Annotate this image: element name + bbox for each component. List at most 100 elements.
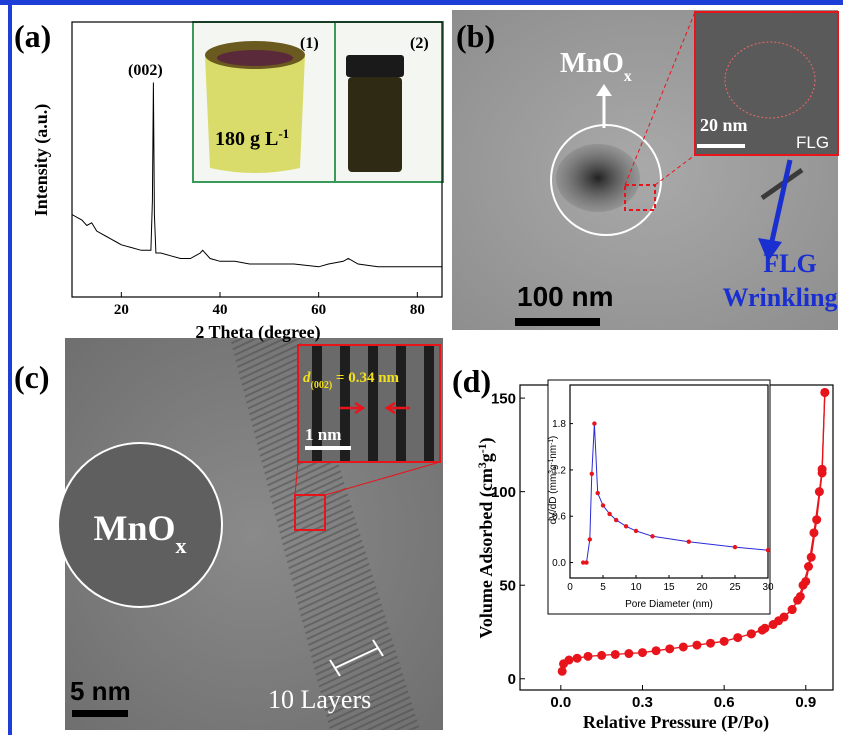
y-axis-label-part: ) bbox=[548, 436, 559, 439]
crucible-content bbox=[217, 50, 293, 66]
frame-top bbox=[0, 0, 843, 5]
photo-label: (1) bbox=[300, 35, 319, 52]
inset-photos: (1) (2) 180 g L-1 bbox=[193, 22, 443, 182]
wrinkling-label: Wrinkling bbox=[722, 283, 837, 312]
inset-scale: 1 nm bbox=[305, 425, 341, 444]
data-point bbox=[815, 487, 824, 496]
inset-frame bbox=[548, 380, 770, 614]
scale-label: 100 nm bbox=[517, 281, 614, 312]
y-axis-label-part: ) bbox=[476, 438, 497, 444]
x-axis-label: 2 Theta (degree) bbox=[195, 322, 320, 343]
x-tick-label: 0.9 bbox=[795, 694, 816, 711]
data-point bbox=[607, 512, 611, 516]
hrtem-image-c: MnOx d(002) = 0.34 nm 1 nm 10 Layers 5 n… bbox=[58, 338, 443, 730]
scale-bar bbox=[515, 318, 600, 326]
data-point bbox=[804, 562, 813, 571]
scale-bar bbox=[72, 710, 128, 717]
data-point bbox=[758, 626, 767, 635]
data-point bbox=[733, 545, 737, 549]
peak-annotation: (002) bbox=[128, 62, 163, 79]
wrinkling-label: FLG bbox=[763, 249, 816, 278]
y-axis-label-part: -1 bbox=[476, 443, 489, 453]
x-tick-label: 25 bbox=[729, 582, 741, 593]
mnox-sub: x bbox=[176, 533, 187, 558]
crucible bbox=[205, 55, 305, 173]
concentration-text: 180 g L bbox=[215, 128, 278, 150]
data-point bbox=[584, 560, 588, 564]
x-tick-label: 15 bbox=[663, 582, 675, 593]
panel-label: (c) bbox=[14, 359, 50, 395]
data-point bbox=[601, 503, 605, 507]
data-point bbox=[573, 654, 582, 663]
x-axis-label: Relative Pressure (P/Po) bbox=[583, 712, 769, 733]
data-point bbox=[793, 596, 802, 605]
data-point bbox=[564, 656, 573, 665]
data-point bbox=[665, 644, 674, 653]
photo-label: (2) bbox=[410, 35, 429, 52]
inset-scale-bar bbox=[305, 446, 351, 450]
x-tick-label: 30 bbox=[762, 582, 774, 593]
inset-scale-bar bbox=[697, 144, 745, 148]
data-point bbox=[650, 534, 654, 538]
data-point bbox=[634, 529, 638, 533]
panel-label: (d) bbox=[452, 363, 491, 399]
data-point bbox=[818, 465, 827, 474]
y-axis-label-part: Volume Adsorbed (cm bbox=[476, 468, 497, 638]
mnox-sub: x bbox=[624, 68, 632, 85]
x-tick-label: 40 bbox=[213, 302, 228, 318]
data-point bbox=[558, 667, 567, 676]
figure: (a) (002) (1) (2) 180 g L-1 MnOx 20 nm F… bbox=[0, 0, 843, 735]
data-point bbox=[652, 646, 661, 655]
stripe bbox=[368, 346, 378, 461]
frame-left bbox=[8, 0, 12, 735]
x-axis-label: Pore Diameter (nm) bbox=[625, 599, 713, 610]
data-point bbox=[624, 524, 628, 528]
data-point bbox=[820, 388, 829, 397]
data-point bbox=[799, 581, 808, 590]
x-tick-label: 80 bbox=[410, 302, 425, 318]
data-point bbox=[769, 620, 778, 629]
data-point bbox=[679, 642, 688, 651]
data-point bbox=[747, 629, 756, 638]
layers-label: 10 Layers bbox=[268, 685, 371, 714]
x-tick-label: 20 bbox=[696, 582, 708, 593]
data-point bbox=[706, 639, 715, 648]
y-axis-label-part: g bbox=[476, 453, 496, 462]
stripe bbox=[396, 346, 406, 461]
x-tick-label: 5 bbox=[600, 582, 606, 593]
vial-cap bbox=[346, 55, 404, 77]
mnox-text: MnO bbox=[93, 508, 175, 548]
data-point bbox=[733, 633, 742, 642]
y-axis-label: Volume Adsorbed (cm3g-1) bbox=[476, 438, 498, 639]
stripe bbox=[340, 346, 350, 461]
data-point bbox=[809, 528, 818, 537]
spacing-value: = 0.34 nm bbox=[332, 370, 399, 386]
data-point bbox=[638, 648, 647, 657]
x-tick-label: 0.0 bbox=[550, 694, 571, 711]
y-axis-label: dV/dD (mm3g-1nm-1) bbox=[548, 436, 560, 525]
x-tick-label: 0.3 bbox=[632, 694, 653, 711]
data-point bbox=[720, 637, 729, 646]
data-point bbox=[766, 548, 770, 552]
x-tick-label: 0.6 bbox=[714, 694, 735, 711]
flg-label: FLG bbox=[796, 133, 829, 152]
y-axis-label-part: Intensity (a.u.) bbox=[31, 104, 52, 217]
spacing-sub: (002) bbox=[311, 380, 333, 391]
data-point bbox=[687, 540, 691, 544]
data-point bbox=[807, 553, 816, 562]
mnox-text: MnO bbox=[560, 48, 624, 79]
scale-label: 5 nm bbox=[70, 676, 131, 706]
y-tick-label: 0.0 bbox=[552, 558, 566, 569]
y-axis-label-part: dV/dD (mm bbox=[548, 474, 559, 525]
data-point bbox=[588, 537, 592, 541]
panel-label: (a) bbox=[14, 18, 51, 54]
y-tick-label: 150 bbox=[491, 390, 516, 407]
data-point bbox=[780, 613, 789, 622]
data-point bbox=[614, 518, 618, 522]
x-tick-label: 60 bbox=[311, 302, 326, 318]
y-tick-label: 1.8 bbox=[552, 419, 566, 430]
stripe bbox=[424, 346, 434, 461]
inset-scale: 20 nm bbox=[700, 115, 748, 135]
concentration: 180 g L-1 bbox=[215, 126, 289, 151]
data-point bbox=[597, 651, 606, 660]
